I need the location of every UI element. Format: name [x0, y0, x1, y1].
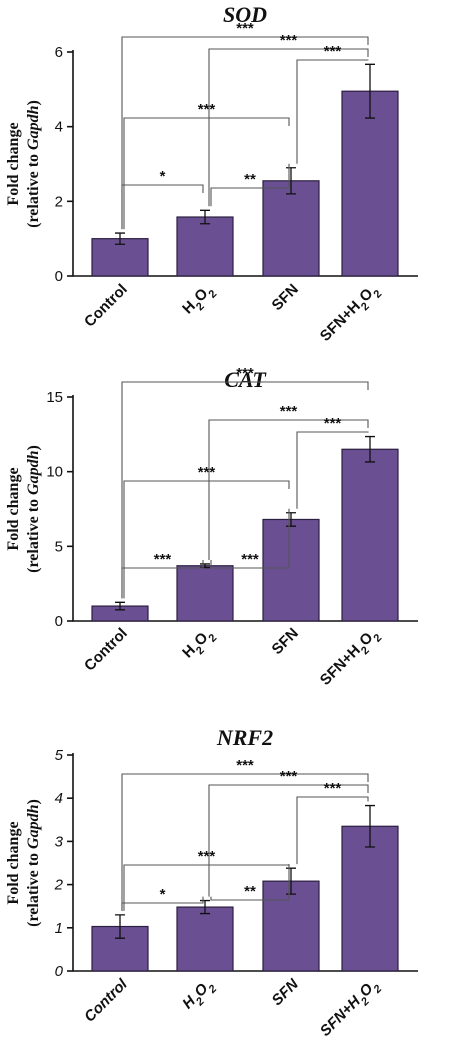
x-tick-label: SFN+H2O2 [317, 625, 385, 693]
chart-title: CAT [224, 367, 267, 392]
y-tick-label: 0 [55, 268, 63, 285]
x-tick-label: SFN+H2O2 [317, 976, 385, 1044]
bar-3 [341, 825, 399, 972]
significance-bracket [121, 36, 369, 230]
x-tick-label: SFN [269, 281, 302, 314]
significance-bracket [123, 480, 290, 599]
x-tick-label: Control [81, 975, 131, 1025]
bar-2 [262, 180, 320, 277]
significance-bracket [210, 508, 290, 569]
significance-bracket [121, 773, 369, 911]
error-bar-3 [365, 435, 375, 463]
chart-cat: CAT Fold change (relative to Gapdh) 0 5 10 15 C… [5, 365, 418, 693]
significance-bracket [208, 419, 369, 560]
y-tick-label: 0 [55, 963, 64, 980]
significance-label: *** [236, 20, 254, 37]
significance-label: *** [198, 464, 216, 481]
error-bar-3 [365, 63, 375, 119]
significance-label: *** [154, 551, 172, 568]
significance-bracket [208, 48, 369, 207]
x-tick-label: SFN [269, 975, 303, 1009]
error-bar-0 [115, 601, 125, 611]
y-tick-label: 4 [55, 790, 63, 807]
bar-2 [262, 518, 320, 622]
error-bar-0 [115, 914, 125, 939]
y-axis-label: Fold change [5, 821, 22, 904]
bar-1 [176, 565, 234, 622]
significance-bracket [210, 864, 290, 901]
significance-bracket [208, 784, 369, 897]
error-bar-1 [200, 209, 210, 225]
significance-label: *** [324, 780, 342, 797]
bar-3 [341, 90, 399, 277]
significance-label: * [160, 168, 166, 185]
bar-1 [176, 216, 234, 277]
chart-sod: SOD Fold change (relative to Gapdh) 0 2 4 6 Con… [5, 2, 418, 349]
y-axis-label-reference: (relative to Gapdh) [25, 445, 42, 573]
error-bar-2 [286, 167, 296, 195]
chart-title: NRF2 [216, 725, 273, 750]
significance-label: *** [198, 101, 216, 118]
significance-label: *** [280, 403, 298, 420]
significance-label: *** [198, 848, 216, 865]
x-tick-label: Control [81, 281, 131, 331]
error-bar-2 [286, 867, 296, 895]
y-tick-label: 3 [55, 833, 64, 850]
significance-label: ** [244, 883, 256, 900]
y-tick-label: 2 [55, 193, 63, 210]
x-tick-label: H2O2 [179, 976, 219, 1016]
significance-bracket [296, 59, 369, 164]
y-tick-label: 4 [55, 119, 63, 136]
y-tick-label: 10 [46, 464, 63, 481]
bar-2 [262, 880, 320, 972]
error-bar-0 [115, 232, 125, 245]
significance-label: *** [280, 768, 298, 785]
y-axis-label: Fold change [5, 122, 22, 205]
y-tick-label: 0 [55, 613, 63, 630]
y-axis-label-reference: (relative to Gapdh) [25, 799, 42, 927]
significance-label: * [160, 886, 166, 903]
significance-label: *** [236, 757, 254, 774]
bar-1 [176, 906, 234, 972]
significance-label: ** [244, 171, 256, 188]
significance-bracket [296, 796, 369, 865]
error-bar-3 [365, 804, 375, 848]
x-tick-label: H2O2 [179, 625, 219, 665]
chart-nrf2: NRF2 Fold change (relative to Gapdh) 0 1 2 3 4 5… [5, 725, 418, 1044]
y-tick-label: 5 [55, 538, 63, 555]
significance-bracket [121, 381, 369, 599]
chart-title: SOD [223, 2, 267, 27]
significance-bracket [123, 117, 290, 230]
x-tick-label: H2O2 [179, 281, 219, 321]
significance-bracket [296, 431, 369, 509]
significance-label: *** [236, 365, 254, 382]
error-bar-2 [286, 512, 296, 527]
error-bar-1 [200, 899, 210, 915]
significance-label: *** [241, 551, 259, 568]
significance-label: *** [324, 43, 342, 60]
y-tick-label: 15 [46, 389, 63, 406]
significance-bracket [210, 163, 290, 207]
x-tick-label: SFN+H2O2 [317, 281, 385, 349]
y-axis-label: Fold change [5, 467, 22, 550]
significance-label: *** [324, 415, 342, 432]
y-tick-label: 6 [55, 44, 63, 61]
y-tick-label: 5 [55, 747, 64, 764]
bar-3 [341, 448, 399, 622]
y-tick-label: 2 [54, 877, 64, 894]
y-axis-label-reference: (relative to Gapdh) [25, 100, 42, 228]
x-tick-label: SFN [269, 625, 302, 658]
y-tick-label: 1 [55, 920, 63, 937]
significance-label: *** [280, 32, 298, 49]
x-tick-label: Control [81, 625, 131, 675]
